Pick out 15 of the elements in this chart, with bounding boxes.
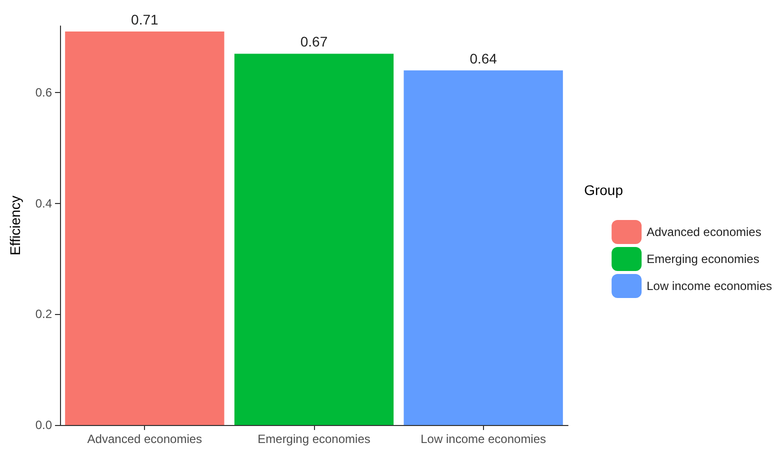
y-tick-label: 0.2 bbox=[35, 307, 52, 322]
y-tick-label: 0.6 bbox=[35, 86, 52, 100]
data-label: 0.67 bbox=[300, 34, 328, 50]
y-tick-label: 0.0 bbox=[35, 418, 52, 432]
data-label: 0.71 bbox=[131, 12, 159, 28]
data-label: 0.64 bbox=[470, 50, 498, 66]
x-tick-label: Low income economies bbox=[420, 432, 546, 446]
legend-title: Group bbox=[584, 182, 624, 198]
legend-label: Emerging economies bbox=[646, 252, 760, 266]
y-tick-label: 0.4 bbox=[35, 196, 52, 210]
x-tick-label: Emerging economies bbox=[258, 432, 370, 446]
legend-label: Advanced economies bbox=[646, 225, 762, 239]
x-tick-label: Advanced economies bbox=[87, 432, 202, 446]
y-axis-title: Efficiency bbox=[7, 196, 23, 256]
legend-label: Low income economies bbox=[646, 279, 772, 293]
